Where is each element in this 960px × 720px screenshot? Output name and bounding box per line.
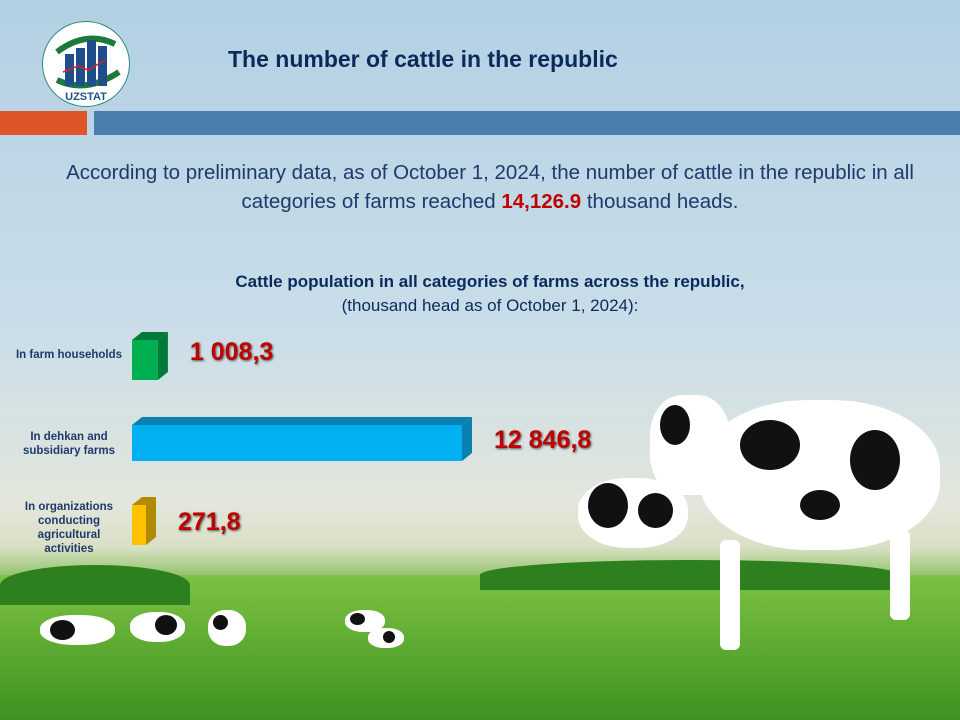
cow-image	[345, 610, 385, 632]
intro-text: According to preliminary data, as of Oct…	[66, 161, 914, 213]
cow-head	[650, 395, 730, 495]
value-label: 1 008,3	[189, 338, 274, 366]
bar-top	[132, 497, 156, 505]
cow-image	[368, 628, 404, 648]
category-label: In dehkan and subsidiary farms	[22, 431, 116, 457]
uzstat-logo: UZSTAT	[42, 21, 130, 107]
bar	[132, 332, 168, 380]
bar	[132, 417, 472, 461]
page-title: The number of cattle in the republic	[228, 46, 618, 72]
cow-image	[578, 478, 688, 548]
bar-side	[462, 417, 472, 461]
header-divider	[94, 111, 960, 135]
category-label: In farm households	[15, 349, 123, 361]
bar-side	[146, 497, 156, 545]
value-label: 271,8	[178, 508, 241, 536]
value-label: 12 846,8	[494, 426, 592, 454]
category-label: In organizations conducting agricultural…	[24, 501, 114, 555]
total-highlight: 14,126.9	[501, 190, 582, 213]
bar	[132, 497, 156, 545]
chart-subtitle: (thousand head as of October 1, 2024):	[341, 296, 639, 315]
bar-side	[157, 332, 168, 380]
trees	[480, 560, 900, 590]
bar-top	[132, 332, 168, 340]
cow-image	[700, 400, 940, 550]
svg-text:UZSTAT: UZSTAT	[65, 91, 107, 103]
accent-bar	[0, 111, 87, 135]
bar-top	[132, 417, 472, 425]
bar-front	[132, 340, 158, 380]
bar-front	[132, 505, 146, 545]
trees	[0, 565, 190, 605]
cow-image	[130, 612, 185, 642]
cow-image	[40, 615, 115, 645]
cow-leg	[890, 530, 910, 620]
bar-front	[132, 425, 462, 461]
cow-leg	[720, 540, 740, 650]
cow-image	[208, 610, 246, 646]
chart-title: Cattle population in all categories of f…	[235, 272, 745, 315]
